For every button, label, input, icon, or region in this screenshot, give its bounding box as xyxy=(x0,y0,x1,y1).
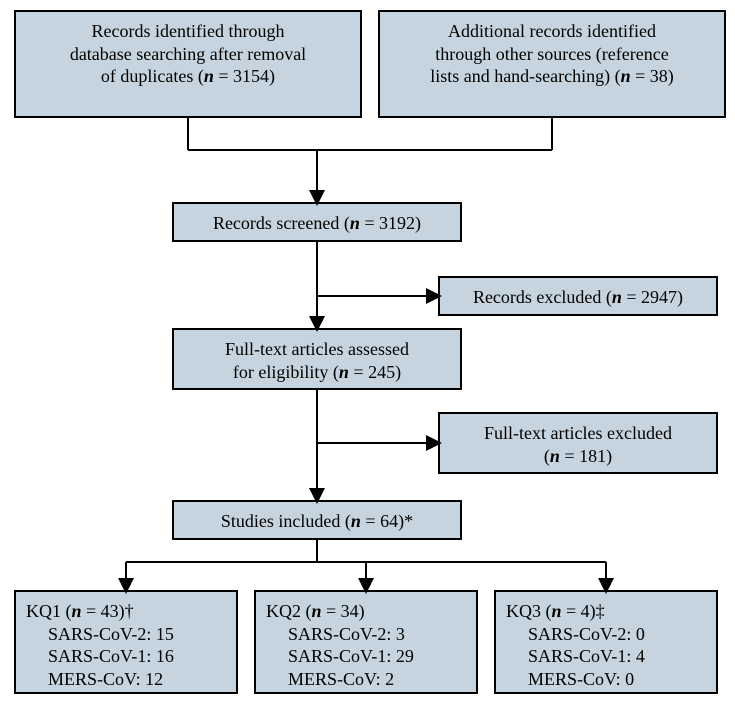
box-records-excluded: Records excluded (n = 2947) xyxy=(438,276,718,316)
box-records-identified-db: Records identified through database sear… xyxy=(14,10,362,118)
n-var: n xyxy=(204,66,214,86)
text-line: = 181) xyxy=(560,446,612,466)
box-kq1: KQ1 (n = 43)† SARS-CoV-2: 15 SARS-CoV-1:… xyxy=(14,590,238,694)
text-line: Full-text articles excluded xyxy=(484,423,672,443)
n-var: n xyxy=(351,511,361,531)
text-line: of duplicates ( xyxy=(101,66,204,86)
text-line: database searching after removal xyxy=(70,44,306,64)
kq-row: SARS-CoV-2: 0 xyxy=(506,623,706,646)
text-line: lists and hand-searching) ( xyxy=(430,66,620,86)
n-var: n xyxy=(550,446,560,466)
box-records-screened: Records screened (n = 3192) xyxy=(172,202,462,242)
box-studies-included: Studies included (n = 64)* xyxy=(172,500,462,540)
n-var: n xyxy=(339,362,349,382)
n-var: n xyxy=(312,601,322,621)
kq-row: MERS-CoV: 12 xyxy=(26,668,226,691)
text-line: = 3192) xyxy=(360,213,421,233)
text-line: for eligibility ( xyxy=(233,362,339,382)
text-line: Studies included ( xyxy=(221,511,351,531)
n-var: n xyxy=(350,213,360,233)
text-line: = 245) xyxy=(349,362,401,382)
text-line: KQ3 ( xyxy=(506,601,552,621)
n-var: n xyxy=(621,66,631,86)
box-kq3: KQ3 (n = 4)‡ SARS-CoV-2: 0 SARS-CoV-1: 4… xyxy=(494,590,718,694)
kq-row: MERS-CoV: 0 xyxy=(506,668,706,691)
text-line: Records identified through xyxy=(92,21,285,41)
box-fulltext-excluded: Full-text articles excluded (n = 181) xyxy=(438,412,718,474)
text-line: = 4)‡ xyxy=(562,601,605,621)
text-line: Additional records identified xyxy=(448,21,656,41)
box-records-identified-other: Additional records identified through ot… xyxy=(378,10,726,118)
kq-row: SARS-CoV-2: 15 xyxy=(26,623,226,646)
text-line: through other sources (reference xyxy=(435,44,668,64)
text-line: = 64)* xyxy=(361,511,413,531)
box-kq2: KQ2 (n = 34) SARS-CoV-2: 3 SARS-CoV-1: 2… xyxy=(254,590,478,694)
text-line: = 34) xyxy=(322,601,365,621)
text-line: KQ2 ( xyxy=(266,601,312,621)
kq-row: SARS-CoV-1: 29 xyxy=(266,645,466,668)
n-var: n xyxy=(552,601,562,621)
text-line: = 43)† xyxy=(82,601,134,621)
text-line: Records screened ( xyxy=(213,213,350,233)
box-fulltext-assessed: Full-text articles assessed for eligibil… xyxy=(172,328,462,390)
kq-row: SARS-CoV-1: 16 xyxy=(26,645,226,668)
n-var: n xyxy=(72,601,82,621)
n-var: n xyxy=(612,287,622,307)
kq-row: MERS-CoV: 2 xyxy=(266,668,466,691)
text-line: Records excluded ( xyxy=(473,287,612,307)
kq-row: SARS-CoV-2: 3 xyxy=(266,623,466,646)
text-line: = 3154) xyxy=(214,66,275,86)
text-line: KQ1 ( xyxy=(26,601,72,621)
text-line: Full-text articles assessed xyxy=(225,339,409,359)
kq-row: SARS-CoV-1: 4 xyxy=(506,645,706,668)
text-line: = 38) xyxy=(631,66,674,86)
text-line: = 2947) xyxy=(622,287,683,307)
